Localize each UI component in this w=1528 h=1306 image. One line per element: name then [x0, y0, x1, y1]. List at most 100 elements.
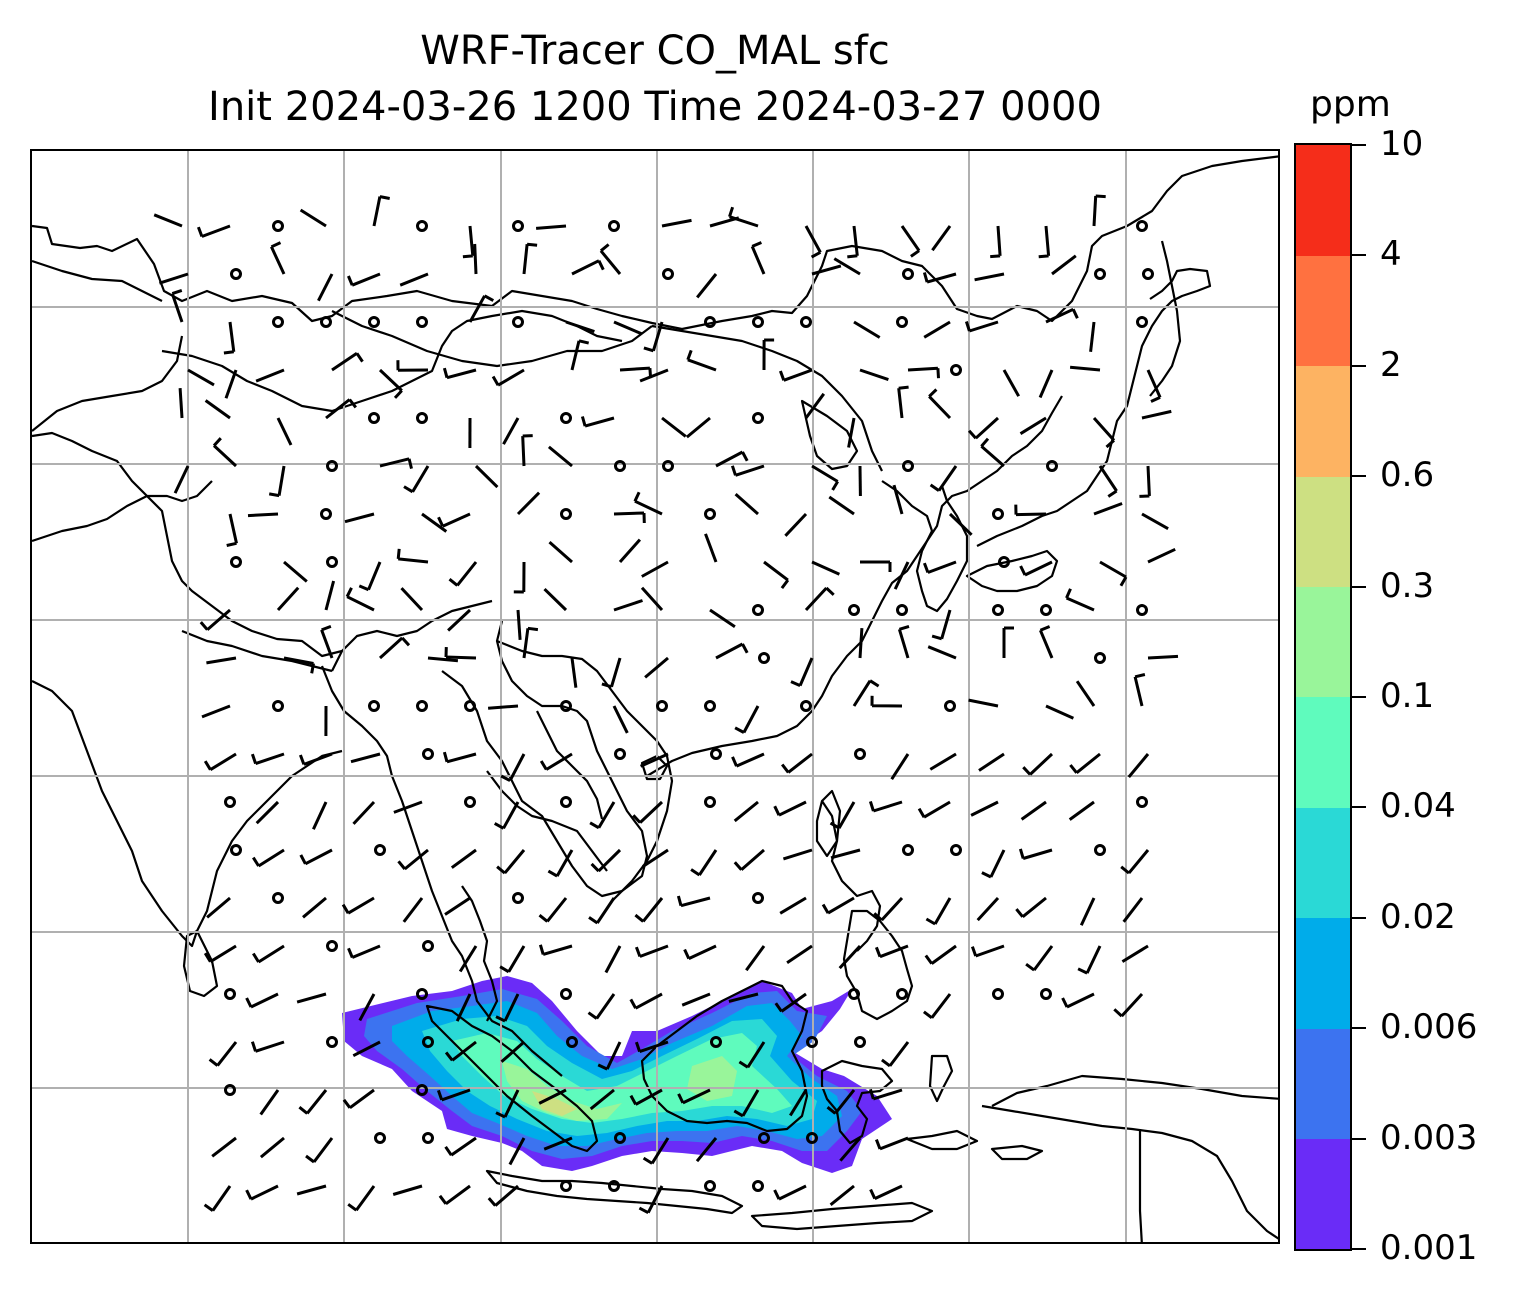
wind-barb: [828, 495, 855, 516]
calm-wind-marker: [752, 604, 764, 616]
coast-halmahera: [928, 1054, 954, 1103]
calm-wind-marker: [758, 1132, 770, 1144]
wind-barb: [270, 241, 286, 275]
wind-barb: [1093, 502, 1123, 516]
calm-wind-marker: [896, 988, 908, 1000]
wind-barb: [153, 213, 183, 228]
wind-barb: [773, 1184, 807, 1201]
wind-barb: [900, 225, 921, 258]
wind-barb: [681, 992, 711, 1007]
wind-barb: [881, 1041, 910, 1068]
wind-barb: [436, 1088, 471, 1102]
coastlines: [32, 155, 1278, 1242]
calm-wind-marker: [704, 508, 716, 520]
wind-barb: [421, 512, 448, 533]
wind-barb: [255, 800, 280, 825]
wind-barb: [925, 897, 952, 926]
wind-barb: [1079, 897, 1096, 926]
wind-barb: [830, 848, 861, 860]
calm-wind-marker: [614, 460, 626, 472]
calm-wind-marker: [224, 988, 236, 1000]
wind-barb: [1098, 465, 1118, 498]
colorbar-tick-label: 0.3: [1380, 565, 1435, 606]
calm-wind-marker: [662, 268, 674, 280]
wind-barb: [1065, 588, 1095, 612]
wind-barb: [1139, 465, 1151, 498]
wind-barb: [296, 1184, 327, 1196]
wind-barb: [499, 945, 526, 974]
calm-wind-marker: [1040, 988, 1052, 1000]
calm-wind-marker: [224, 1084, 236, 1096]
wind-barb: [968, 698, 999, 708]
wind-barb: [588, 897, 616, 925]
calm-wind-marker: [422, 1036, 434, 1048]
coast-lesser-sunda: [750, 1201, 934, 1231]
coast-india: [32, 680, 343, 948]
calm-wind-marker: [992, 988, 1004, 1000]
wind-barb: [1092, 194, 1106, 227]
colorbar-tick: [1352, 144, 1366, 146]
calm-wind-marker: [902, 460, 914, 472]
wind-barb: [1020, 800, 1047, 821]
wind-barb: [462, 225, 475, 259]
wind-barb: [468, 294, 495, 323]
wind-barb: [324, 580, 336, 611]
wind-barb: [661, 416, 687, 438]
coast-new-guinea-north: [991, 1074, 1278, 1107]
wind-barb: [762, 338, 775, 371]
wind-barb: [442, 751, 477, 764]
wind-barb: [683, 944, 717, 960]
colorbar-segment: [1296, 255, 1350, 367]
wind-barb: [201, 704, 231, 719]
wind-barb: [250, 1040, 285, 1053]
wind-barb: [223, 321, 236, 355]
wind-barb: [870, 695, 903, 708]
calm-wind-marker: [704, 316, 716, 328]
wind-barb: [1127, 753, 1150, 779]
wind-barb: [378, 636, 411, 660]
wind-barb: [345, 587, 375, 612]
calm-wind-marker: [224, 796, 236, 808]
wind-barb: [634, 897, 664, 923]
wind-barb: [570, 657, 578, 688]
wind-barb: [612, 705, 629, 734]
wind-barb: [341, 896, 375, 915]
wind-barb: [733, 800, 759, 823]
wind-barb: [298, 1089, 328, 1115]
calm-wind-marker: [1094, 844, 1106, 856]
calm-wind-marker: [368, 316, 380, 328]
colorbar-tick-label: 10: [1380, 124, 1424, 164]
wind-barb: [206, 896, 231, 919]
border-india-nepal: [181, 629, 333, 673]
border-china-myanmar: [331, 599, 493, 672]
wind-barb: [790, 657, 814, 687]
wind-barb: [259, 1136, 285, 1159]
wind-barb: [782, 848, 813, 861]
wind-barb: [170, 288, 184, 323]
wind-barb: [784, 512, 808, 537]
wind-barb: [379, 457, 413, 469]
calm-wind-marker: [752, 412, 764, 424]
calm-wind-marker: [464, 796, 476, 808]
wind-barb: [778, 368, 813, 382]
wind-barb: [1022, 752, 1054, 776]
calm-wind-marker: [320, 316, 332, 328]
wind-barb: [1120, 849, 1150, 875]
wind-barb: [447, 608, 472, 632]
calm-wind-marker: [416, 1084, 428, 1096]
wind-barb: [1075, 680, 1096, 707]
colorbar-tick-label: 0.1: [1380, 676, 1435, 716]
calm-wind-marker: [1142, 268, 1154, 280]
wind-barb: [931, 609, 952, 641]
wind-barb: [565, 320, 595, 334]
wind-barb: [733, 1089, 760, 1118]
calm-wind-marker: [230, 268, 242, 280]
calm-wind-marker: [752, 316, 764, 328]
colorbar-unit: ppm: [1310, 84, 1391, 125]
wind-barb: [1002, 369, 1021, 397]
wind-barb: [496, 849, 526, 875]
wind-barb: [396, 360, 429, 372]
wind-barb: [444, 647, 477, 660]
wind-barb: [548, 540, 573, 564]
wind-barb: [1141, 409, 1172, 420]
